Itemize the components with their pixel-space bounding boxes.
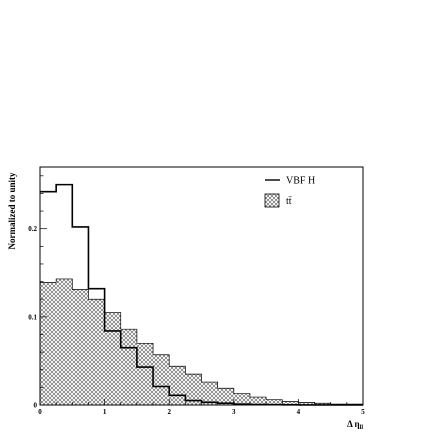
ttbar-bar: [72, 289, 89, 405]
legend-swatch-ttbar: [264, 193, 280, 208]
x-tick-label: 2: [167, 408, 171, 416]
y-tick-label: 0: [34, 402, 38, 410]
ttbar-bar: [217, 388, 234, 405]
x-tick-label: 4: [297, 408, 301, 416]
y-axis-title: Normalized to unity: [7, 172, 17, 249]
ttbar-bar: [201, 382, 218, 405]
ttbar-outline: [39, 278, 364, 405]
tick-labels: 0 1 2 3 4 5 0 0.1 0.2: [28, 225, 365, 416]
ttbar-bar: [266, 399, 283, 405]
x-tick-label: 0: [38, 408, 42, 416]
x-tick-label: 3: [232, 408, 236, 416]
ttbar-bar: [298, 402, 315, 405]
legend-label-vbf: VBF H: [286, 176, 315, 187]
x-tick-label: 1: [103, 408, 107, 416]
ttbar-bar: [136, 343, 154, 405]
ttbar-bar: [56, 278, 73, 405]
ttbar-bar: [88, 299, 105, 405]
ttbar-bar: [104, 312, 121, 405]
ttbar-bar: [40, 282, 57, 405]
x-axis-title-main: Δ η: [347, 419, 360, 429]
x-axis-title: Δ ηll: [347, 419, 363, 431]
y-tick-label: 0.1: [28, 313, 37, 321]
ttbar-bar: [249, 397, 267, 405]
x-tick-label: 5: [361, 408, 365, 416]
legend: VBF H tt̄: [264, 176, 315, 208]
legend-label-ttbar: tt̄: [286, 196, 292, 207]
ttbar-bar: [282, 401, 299, 405]
ttbar-histogram: [39, 278, 364, 405]
ttbar-bar: [233, 393, 250, 405]
ttbar-bar: [153, 354, 170, 405]
ttbar-bar: [185, 374, 202, 405]
ttbar-bar: [120, 329, 137, 405]
x-axis-title-subscript: ll: [360, 425, 364, 431]
ttbar-bar: [169, 366, 186, 405]
y-tick-label: 0.2: [28, 225, 37, 233]
axis-ticks: [39, 175, 364, 406]
